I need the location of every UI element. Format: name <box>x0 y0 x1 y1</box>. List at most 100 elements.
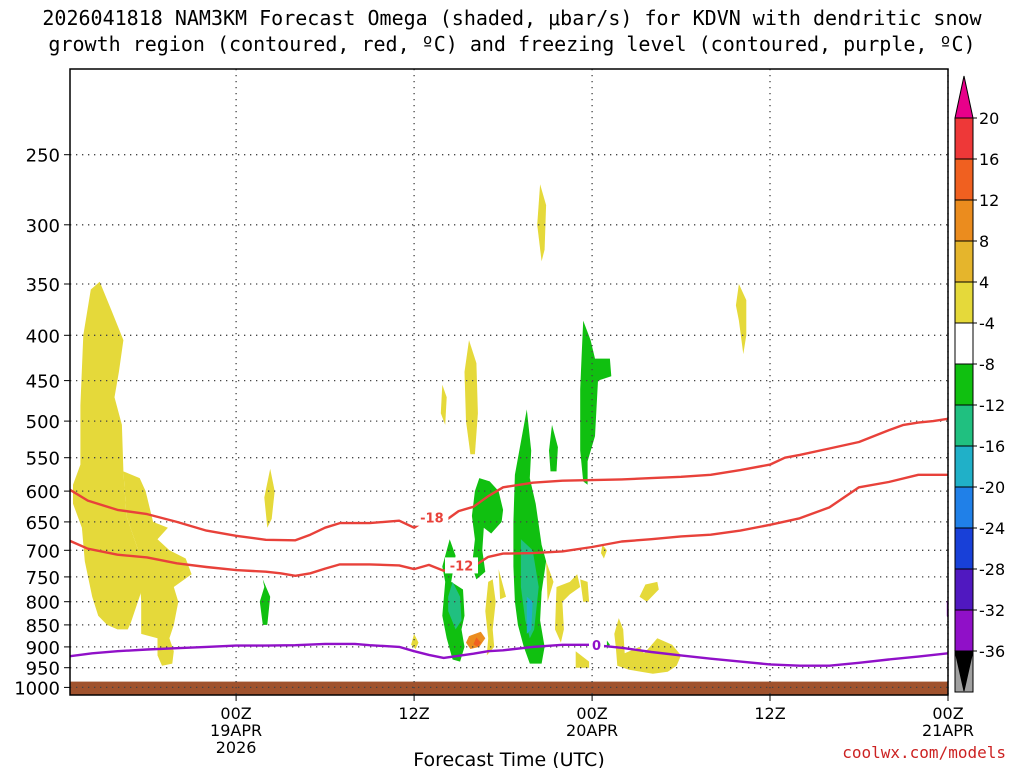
colorbar-top-arrow <box>954 75 974 119</box>
y-tick-label: 800 <box>26 593 60 614</box>
chart-title-line-2: growth region (contoured, red, ºC) and f… <box>48 32 976 56</box>
y-tick-label: 450 <box>26 372 60 393</box>
omega-region-13 <box>639 581 659 602</box>
omega-region-11 <box>580 579 590 602</box>
colorbar-label: -24 <box>979 519 1005 538</box>
omega-region-14 <box>614 618 681 674</box>
colorbar-label: -32 <box>979 601 1005 620</box>
y-tick-label: 250 <box>26 146 60 167</box>
ground-layer <box>70 681 948 695</box>
omega-region-23 <box>549 424 558 472</box>
x-tick-label: 21APR <box>922 721 974 740</box>
y-tick-label: 750 <box>26 568 60 589</box>
y-tick-label: 500 <box>26 412 60 433</box>
contour-layer <box>70 417 948 667</box>
dgz-contour--12-label: -12 <box>450 559 474 574</box>
colorbar-bin <box>954 158 974 201</box>
colorbar-bin <box>954 445 974 488</box>
credit-text[interactable]: coolwx.com/models <box>842 743 1006 762</box>
colorbar-bin <box>954 609 974 652</box>
y-tick-label: 1000 <box>14 678 60 699</box>
y-tick-label: 350 <box>26 275 60 296</box>
omega-region-12 <box>601 544 607 559</box>
omega-region-2 <box>264 468 275 528</box>
colorbar-bin <box>954 281 974 324</box>
x-axis-label: Forecast Time (UTC) <box>413 749 604 768</box>
x-tick-label: 00Z <box>576 704 607 723</box>
grid-layer <box>70 69 949 695</box>
omega-region-6 <box>485 579 496 656</box>
colorbar-label: 16 <box>979 150 999 169</box>
colorbar-label: -4 <box>979 314 995 333</box>
colorbar-bin <box>954 199 974 242</box>
omega-region-7 <box>498 569 506 600</box>
colorbar-label: 20 <box>979 109 999 128</box>
colorbar-label: 12 <box>979 191 999 210</box>
dgz-contour--12-label-bg <box>445 557 478 574</box>
x-tick-label: 19APR <box>210 721 262 740</box>
x-tick-label: 20APR <box>566 721 618 740</box>
colorbar-bin <box>954 363 974 406</box>
omega-region-3 <box>411 633 419 649</box>
colorbar-label: -8 <box>979 355 995 374</box>
dgz-contour--12 <box>70 473 948 577</box>
colorbar: 20 16 12 8 4 -4 -8 -12 -16 -20 -24 -28 -32 -36 <box>954 75 1005 693</box>
omega-region-5 <box>464 340 478 455</box>
omega-region-8 <box>537 184 547 262</box>
colorbar-label: -28 <box>979 560 1005 579</box>
colorbar-label: -20 <box>979 478 1005 497</box>
colorbar-bin <box>954 527 974 570</box>
omega-region-18 <box>473 637 481 647</box>
ground-surface <box>70 681 948 695</box>
freezing-level-contour-label: 0 <box>592 639 601 654</box>
x-tick-label: 00Z <box>220 704 251 723</box>
y-tick-label: 950 <box>26 659 60 680</box>
dgz-contour--18-label-bg <box>415 509 449 526</box>
omega-region-4 <box>440 384 447 425</box>
colorbar-label: 4 <box>979 273 989 292</box>
freezing-level-contour <box>70 600 948 667</box>
omega-region-0 <box>73 281 164 630</box>
dgz-contour--18-label: -18 <box>420 512 444 527</box>
freezing-level-contour-label-bg <box>589 636 604 653</box>
colorbar-bin <box>954 568 974 611</box>
colorbar-label: -16 <box>979 437 1005 456</box>
omega-region-19 <box>259 579 271 625</box>
dgz-contour--18 <box>70 417 948 542</box>
x-tick-label: 12Z <box>754 704 785 723</box>
omega-region-16 <box>735 284 747 355</box>
contour-label-layer: -18 -12 0 <box>415 509 604 654</box>
omega-region-10 <box>555 574 581 643</box>
colorbar-bin <box>954 117 974 160</box>
omega-region-26 <box>448 581 462 630</box>
omega-shading-layer <box>73 184 747 674</box>
x-tick-label: 2026 <box>216 738 257 757</box>
colorbar-bin <box>954 240 974 283</box>
y-tick-label: 300 <box>26 216 60 237</box>
colorbar-bottom-arrow <box>954 650 974 692</box>
colorbar-label: -12 <box>979 396 1005 415</box>
x-tick-label: 12Z <box>398 704 429 723</box>
y-tick-label: 550 <box>26 449 60 470</box>
omega-region-28 <box>526 596 533 634</box>
chart-title-line-1: 2026041818 NAM3KM Forecast Omega (shaded… <box>42 6 982 30</box>
y-axis: 2503003504004505005506006507007508008509… <box>14 146 70 699</box>
y-tick-label: 850 <box>26 616 60 637</box>
plot-frame <box>69 68 949 696</box>
omega-region-27 <box>520 539 539 639</box>
colorbar-label: -36 <box>979 642 1005 661</box>
omega-region-1 <box>123 471 192 666</box>
colorbar-bin <box>954 322 974 365</box>
x-tick-label: 00Z <box>932 704 963 723</box>
omega-region-24 <box>580 320 612 485</box>
omega-region-15 <box>575 651 590 668</box>
colorbar-label: 8 <box>979 232 989 251</box>
colorbar-bin <box>954 486 974 529</box>
y-tick-label: 600 <box>26 482 60 503</box>
y-tick-label: 900 <box>26 638 60 659</box>
omega-region-22 <box>513 409 547 664</box>
y-tick-label: 650 <box>26 513 60 534</box>
y-tick-label: 400 <box>26 326 60 347</box>
